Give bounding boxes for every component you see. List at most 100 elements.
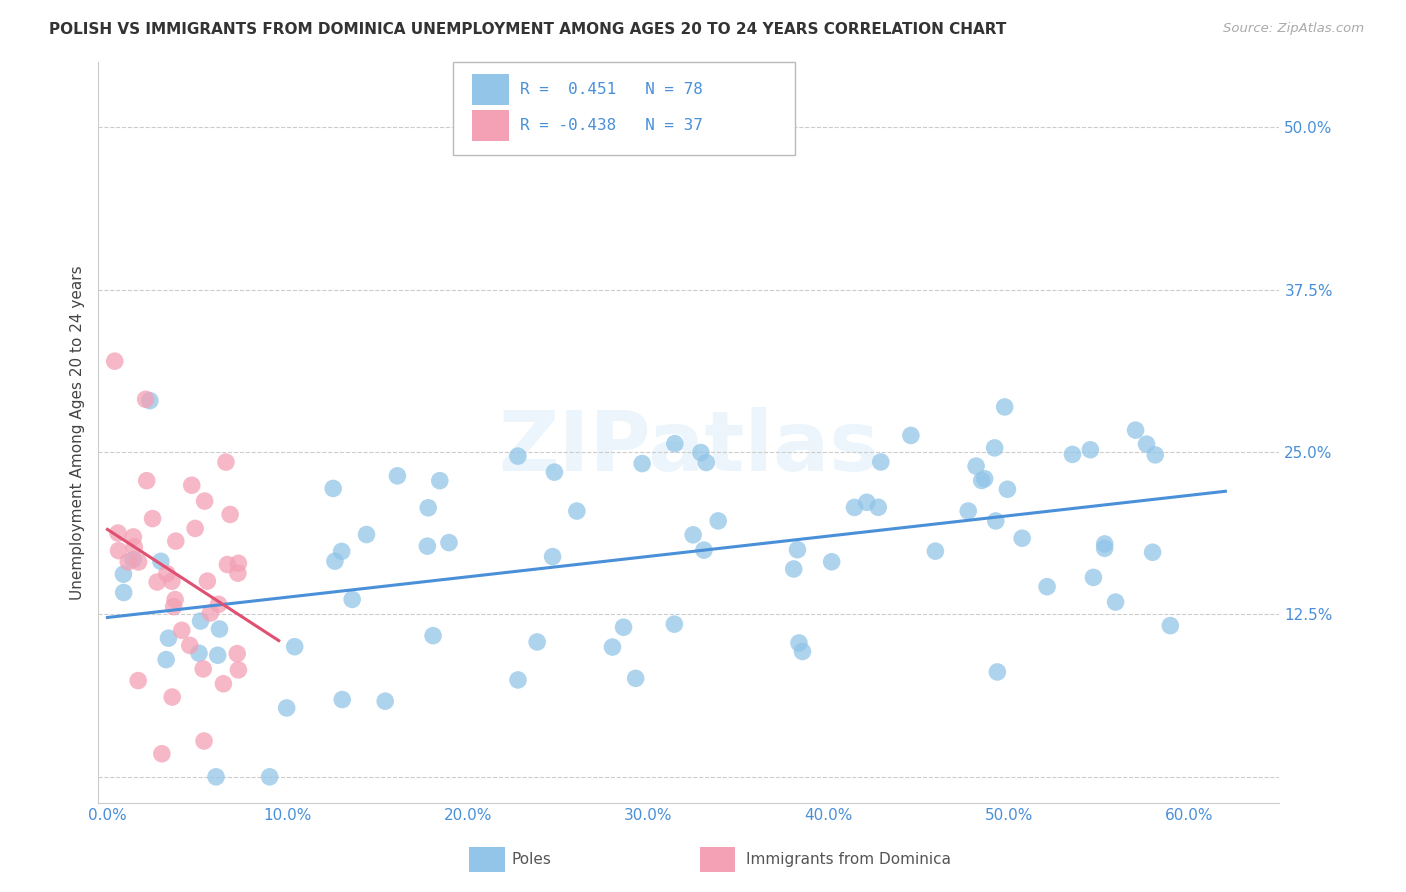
Point — [205, 770, 228, 784]
Point — [1159, 618, 1181, 632]
Point — [160, 690, 183, 704]
Point — [162, 599, 184, 614]
Point — [1011, 531, 1033, 545]
Point — [418, 500, 440, 515]
Point — [506, 449, 529, 463]
Point — [1104, 595, 1126, 609]
Point — [139, 393, 162, 408]
FancyBboxPatch shape — [453, 62, 796, 155]
Point — [122, 552, 145, 566]
Point — [631, 457, 654, 471]
Point — [416, 539, 439, 553]
Point — [565, 504, 588, 518]
Point — [135, 392, 157, 407]
Point — [973, 472, 995, 486]
Text: R =  0.451   N = 78: R = 0.451 N = 78 — [520, 82, 703, 97]
Point — [149, 554, 172, 568]
Point — [786, 542, 808, 557]
Point — [150, 747, 173, 761]
Text: Poles: Poles — [512, 853, 551, 867]
FancyBboxPatch shape — [470, 847, 505, 872]
Point — [276, 701, 298, 715]
Point — [190, 614, 212, 628]
Text: R = -0.438   N = 37: R = -0.438 N = 37 — [520, 118, 703, 133]
Point — [387, 468, 409, 483]
Point — [135, 474, 157, 488]
Point — [965, 459, 987, 474]
Point — [970, 474, 993, 488]
Point — [228, 556, 250, 570]
Point — [330, 692, 353, 706]
Point — [127, 673, 149, 688]
FancyBboxPatch shape — [471, 110, 509, 141]
Point — [194, 494, 217, 508]
Point — [855, 495, 877, 509]
Text: ZIPatlas: ZIPatlas — [499, 407, 879, 488]
Point — [107, 526, 129, 541]
Point — [1080, 442, 1102, 457]
Text: POLISH VS IMMIGRANTS FROM DOMINICA UNEMPLOYMENT AMONG AGES 20 TO 24 YEARS CORREL: POLISH VS IMMIGRANTS FROM DOMINICA UNEMP… — [49, 22, 1007, 37]
Point — [422, 629, 444, 643]
Point — [983, 441, 1005, 455]
Point — [112, 567, 135, 582]
Point — [1094, 541, 1116, 556]
Point — [787, 636, 810, 650]
Point — [146, 574, 169, 589]
Point — [259, 770, 281, 784]
Point — [179, 639, 201, 653]
Point — [1125, 423, 1147, 437]
Point — [869, 455, 891, 469]
Point — [1062, 447, 1084, 461]
Point — [107, 543, 129, 558]
Point — [165, 592, 187, 607]
Point — [219, 508, 242, 522]
Point — [207, 597, 229, 611]
Point — [188, 646, 211, 660]
Point — [1135, 437, 1157, 451]
Point — [112, 585, 135, 599]
Point — [1144, 448, 1167, 462]
Point — [184, 521, 207, 535]
Point — [200, 606, 222, 620]
Point — [868, 500, 890, 515]
Point — [820, 555, 842, 569]
Point — [330, 544, 353, 558]
Point — [1083, 570, 1105, 584]
Point — [695, 456, 717, 470]
Point — [924, 544, 946, 558]
Point — [180, 478, 202, 492]
Point — [208, 622, 231, 636]
Point — [541, 549, 564, 564]
Point — [624, 671, 647, 685]
Point — [322, 482, 344, 496]
Point — [693, 543, 716, 558]
Point — [160, 574, 183, 589]
Point — [997, 482, 1019, 496]
Point — [1142, 545, 1164, 559]
Point — [165, 534, 187, 549]
Y-axis label: Unemployment Among Ages 20 to 24 years: Unemployment Among Ages 20 to 24 years — [69, 265, 84, 600]
Point — [900, 428, 922, 442]
Point — [340, 592, 363, 607]
Text: Immigrants from Dominica: Immigrants from Dominica — [745, 853, 950, 867]
Point — [217, 558, 239, 572]
Point — [957, 504, 980, 518]
Point — [156, 566, 179, 581]
Point — [690, 445, 713, 459]
Point — [124, 540, 146, 554]
Point — [284, 640, 307, 654]
Point — [212, 677, 235, 691]
Text: Source: ZipAtlas.com: Source: ZipAtlas.com — [1223, 22, 1364, 36]
Point — [122, 530, 145, 544]
Point — [602, 640, 624, 654]
Point — [1036, 580, 1059, 594]
Point — [142, 511, 165, 525]
Point — [543, 465, 565, 479]
Point — [526, 635, 548, 649]
Point — [128, 555, 150, 569]
Point — [195, 574, 218, 588]
Point — [157, 631, 180, 645]
Point — [984, 514, 1007, 528]
Point — [193, 734, 215, 748]
Point — [155, 652, 177, 666]
